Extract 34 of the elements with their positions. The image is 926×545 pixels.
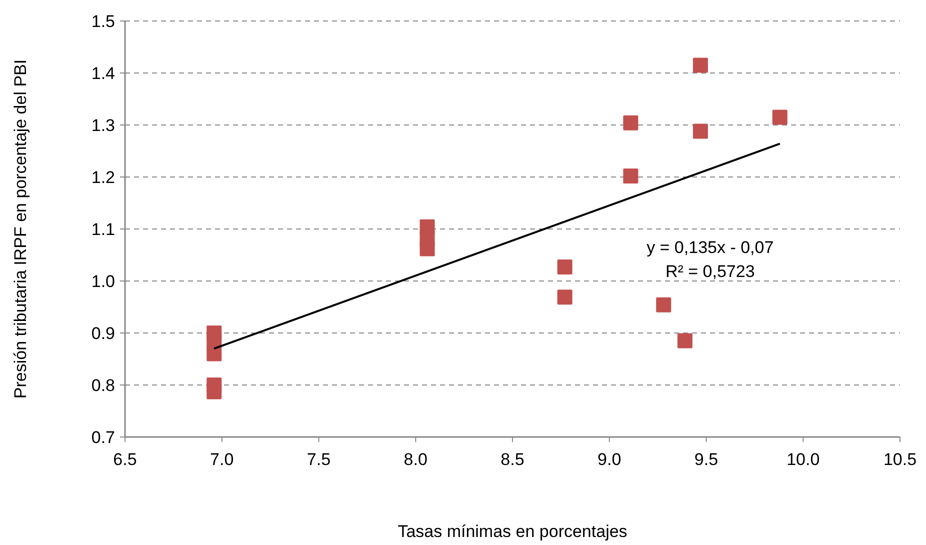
x-tick-label: 8.5: [500, 450, 524, 469]
point: [206, 346, 222, 362]
y-tick-label: 1.5: [91, 12, 115, 31]
x-tick-label: 8.0: [404, 450, 428, 469]
y-tick-label: 1.0: [91, 272, 115, 291]
y-tick-label: 0.7: [91, 428, 115, 447]
point: [206, 384, 222, 400]
y-tick-label: 1.3: [91, 116, 115, 135]
y-tick-label: 1.2: [91, 168, 115, 187]
x-tick-label: 7.5: [306, 450, 331, 469]
point: [623, 168, 638, 184]
point: [677, 333, 692, 348]
x-tick-label: 9.5: [694, 450, 718, 469]
annotation: R² = 0,5723: [665, 262, 755, 281]
y-tick-label: 1.1: [91, 220, 115, 239]
point: [692, 124, 708, 139]
point: [557, 259, 572, 274]
x-tick-label: 7.0: [210, 450, 234, 469]
point: [656, 297, 672, 312]
y-tick-label: 1.4: [91, 64, 115, 83]
point: [692, 58, 708, 73]
point: [420, 241, 435, 256]
annotation: y = 0,135x - 0,07: [646, 238, 774, 257]
y-tick-label: 0.8: [91, 376, 115, 395]
y-tick-label: 0.9: [91, 324, 115, 343]
x-tick-label: 9.0: [598, 450, 622, 469]
point: [772, 110, 788, 125]
x-tick-label: 6.5: [113, 450, 137, 469]
x-axis-title: Tasas mínimas en porcentajes: [398, 522, 628, 541]
y-axis-title: Presión tributaria IRPF en porcentaje del PBI: [11, 59, 30, 399]
point: [557, 290, 572, 305]
point: [623, 115, 638, 130]
x-tick-label: 10.0: [786, 450, 820, 469]
x-tick-label: 10.5: [883, 450, 917, 469]
